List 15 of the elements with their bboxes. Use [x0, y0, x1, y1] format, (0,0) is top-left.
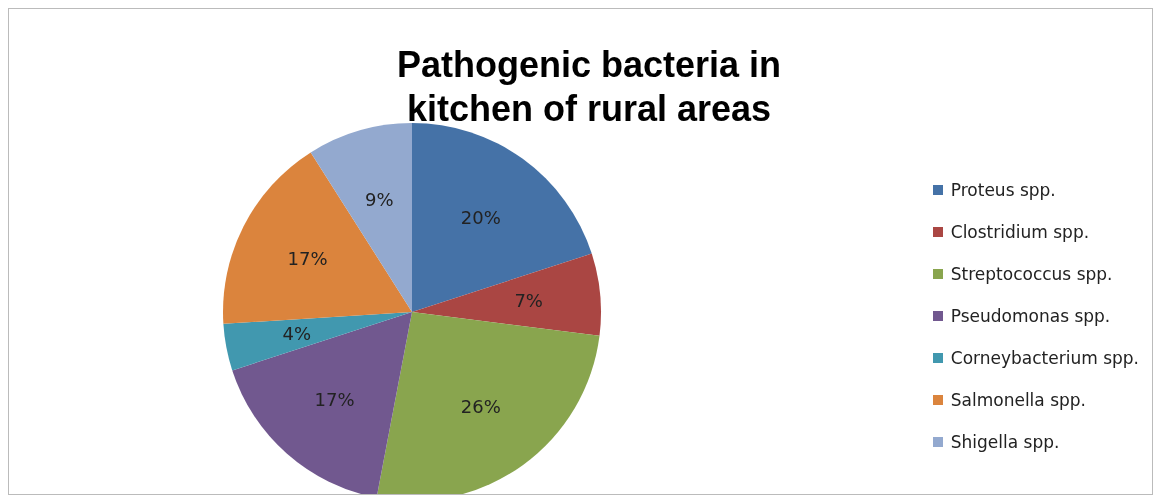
legend-label: Corneybacterium spp.	[950, 348, 1139, 368]
legend-label: Shigella spp.	[950, 432, 1060, 452]
legend-label: Salmonella spp.	[950, 390, 1087, 410]
data-label: 17%	[314, 389, 355, 411]
data-label: 17%	[287, 248, 328, 270]
data-label: 4%	[282, 323, 312, 345]
legend-label: Proteus spp.	[950, 180, 1056, 200]
legend-label: Clostridium spp.	[950, 222, 1090, 242]
legend-label: Pseudomonas spp.	[950, 306, 1111, 326]
data-label: 7%	[514, 290, 543, 312]
data-label: 9%	[365, 188, 394, 210]
chart-title: Pathogenic bacteria in kitchen of rural areas	[395, 43, 783, 131]
data-label: 20%	[460, 206, 501, 228]
data-label: 26%	[460, 396, 501, 418]
legend-label: Streptococcus spp.	[950, 264, 1113, 284]
